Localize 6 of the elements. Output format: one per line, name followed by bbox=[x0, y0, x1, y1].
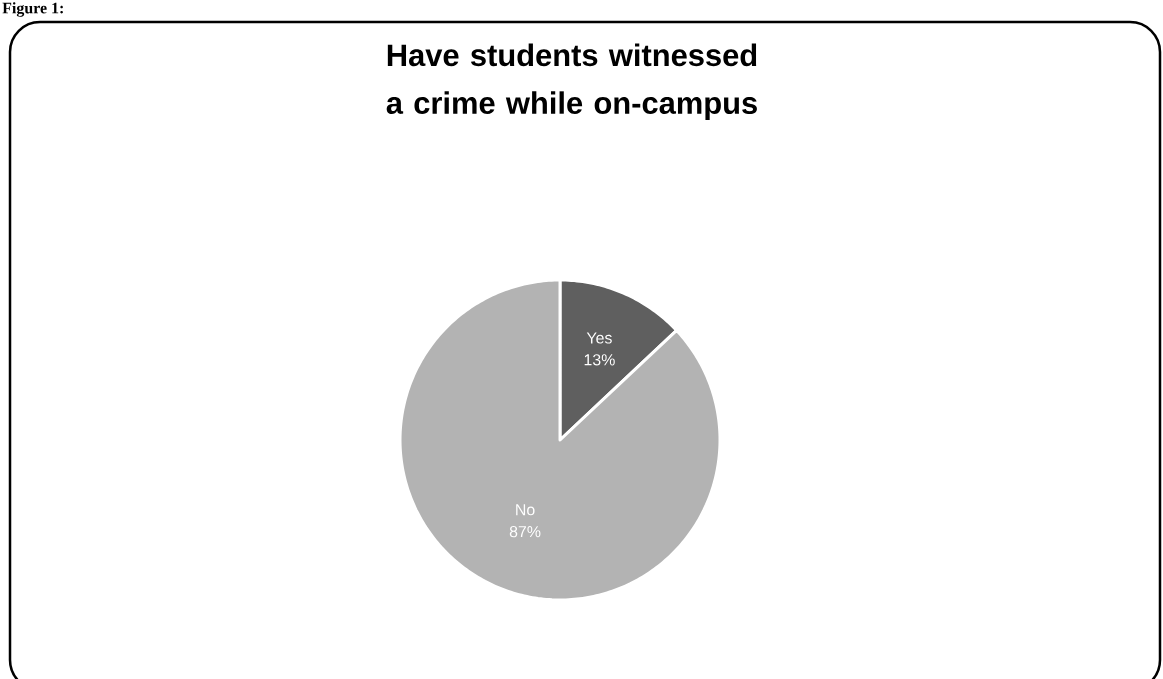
data-label: 13% bbox=[584, 354, 615, 366]
slice-label: Yes bbox=[586, 332, 612, 344]
caption: Figure 1: bbox=[2, 2, 63, 17]
data-label: 87% bbox=[509, 525, 541, 538]
chart-title: Have students witnessed a crime while on-campus bbox=[386, 43, 757, 121]
slice-label: No bbox=[516, 504, 535, 516]
